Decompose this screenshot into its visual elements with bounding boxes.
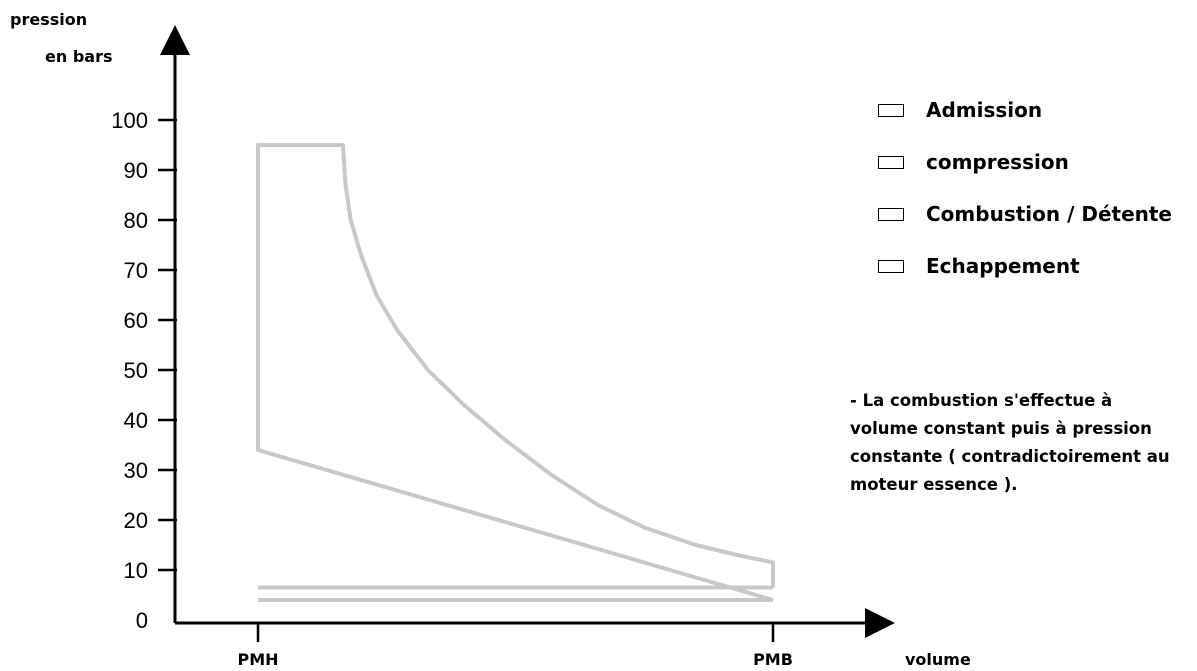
legend-label: Combustion / Détente	[926, 202, 1172, 226]
legend-checkbox[interactable]	[878, 103, 904, 117]
legend-item-compression[interactable]: compression	[878, 136, 1172, 188]
note-line: volume constant puis à pression	[850, 419, 1152, 438]
y-tick-label: 60	[124, 308, 148, 333]
note-line: moteur essence ).	[850, 475, 1018, 494]
legend: Admission compression Combustion / Déten…	[878, 84, 1172, 292]
legend-label: Echappement	[926, 254, 1080, 278]
x-tick-label: PMH	[237, 650, 278, 669]
legend-checkbox[interactable]	[878, 155, 904, 169]
x-axis-label: volume	[905, 650, 971, 669]
y-axis-label-line1: pression	[10, 10, 87, 29]
y-tick-label: 0	[136, 608, 148, 633]
note-line: constante ( contradictoirement au	[850, 447, 1170, 466]
series-line-1	[256, 143, 775, 602]
x-tick-label: PMB	[753, 650, 793, 669]
y-tick-label: 70	[124, 258, 148, 283]
legend-label: Admission	[926, 98, 1043, 122]
annotation-note: - La combustion s'effectue à volume cons…	[850, 387, 1197, 499]
y-tick-label: 100	[111, 108, 148, 133]
legend-checkbox[interactable]	[878, 259, 904, 273]
y-tick-label: 40	[124, 408, 148, 433]
legend-item-combustion-detente[interactable]: Combustion / Détente	[878, 188, 1172, 240]
y-tick-label: 90	[124, 158, 148, 183]
y-axis-label-line2: en bars	[45, 47, 112, 66]
y-tick-label: 20	[124, 508, 148, 533]
y-tick-label: 10	[124, 558, 148, 583]
y-tick-label: 30	[124, 458, 148, 483]
y-tick-label: 80	[124, 208, 148, 233]
legend-checkbox[interactable]	[878, 207, 904, 221]
legend-item-admission[interactable]: Admission	[878, 84, 1172, 136]
y-tick-label: 50	[124, 358, 148, 383]
note-line: - La combustion s'effectue à	[850, 391, 1113, 410]
legend-item-echappement[interactable]: Echappement	[878, 240, 1172, 292]
legend-label: compression	[926, 150, 1069, 174]
